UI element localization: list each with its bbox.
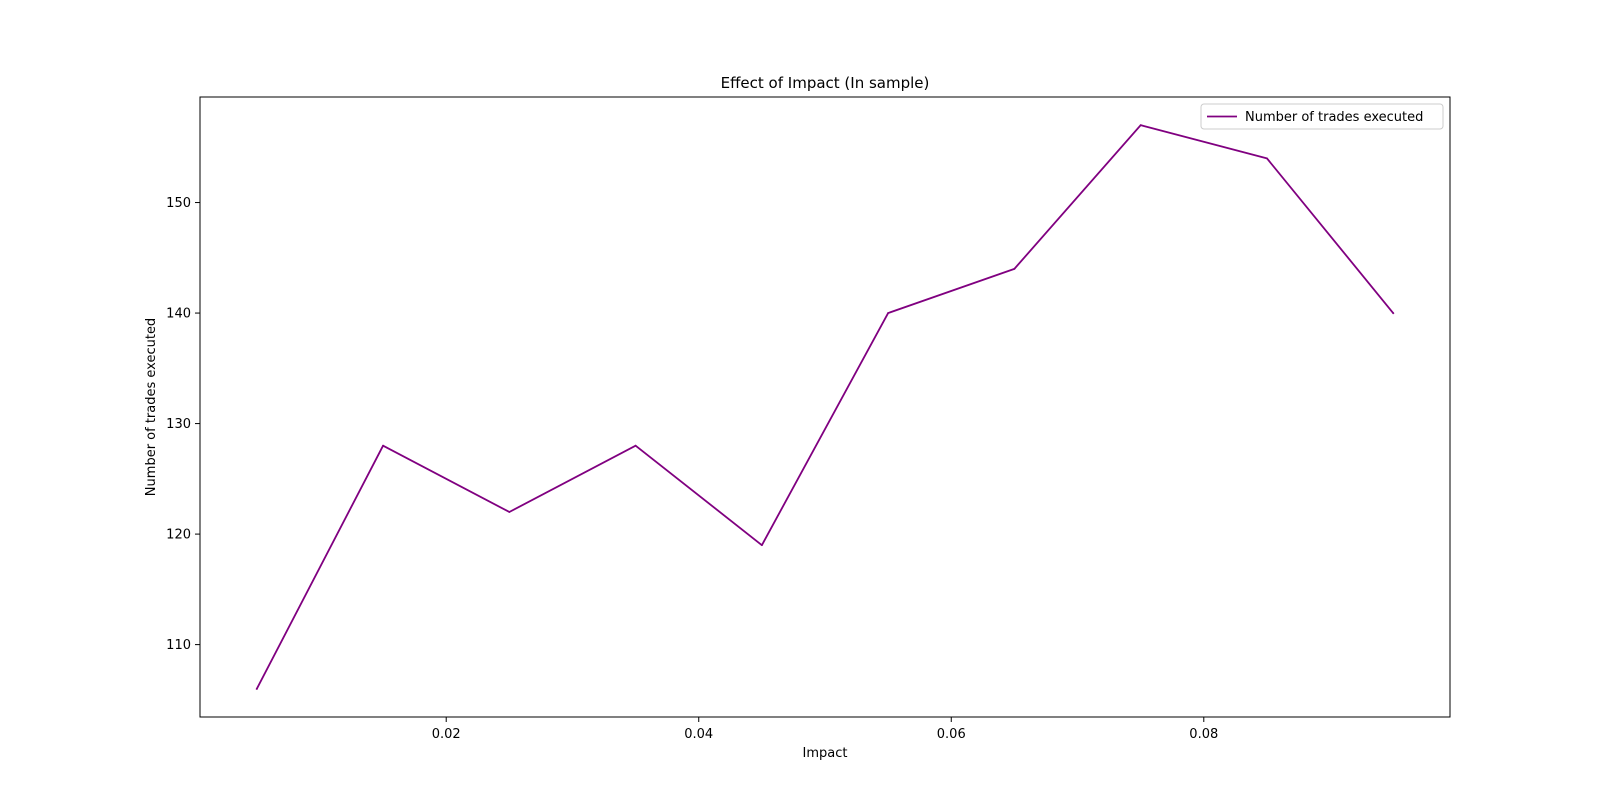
data-point <box>1139 124 1142 127</box>
data-point <box>255 687 258 690</box>
y-tick-label: 150 <box>166 196 191 211</box>
legend: Number of trades executed <box>1200 103 1444 130</box>
data-point <box>634 444 637 447</box>
series-layer <box>255 124 1395 691</box>
x-tick-label: 0.06 <box>937 727 966 742</box>
legend-label: Number of trades executed <box>1245 110 1423 125</box>
x-axis-label: Impact <box>803 746 848 761</box>
y-tick-label: 140 <box>166 307 191 322</box>
y-axis-label: Number of trades executed <box>144 318 159 496</box>
x-tick-label: 0.08 <box>1189 727 1218 742</box>
series-line <box>255 124 1395 691</box>
plot-frame <box>199 96 1451 718</box>
chart-title: Effect of Impact (In sample) <box>721 74 930 92</box>
data-point <box>1266 157 1268 160</box>
data-point <box>382 444 384 447</box>
ticks-layer: 0.02 0.04 0.06 0.08 110 120 130 140 150 <box>166 196 1218 742</box>
y-tick-label: 130 <box>166 417 191 432</box>
y-tick-label: 120 <box>166 528 191 543</box>
data-point <box>508 511 511 513</box>
data-point <box>1392 312 1395 314</box>
legend-box <box>1200 103 1444 130</box>
x-tick-label: 0.02 <box>432 727 461 742</box>
data-point <box>887 312 890 314</box>
data-point <box>760 544 763 547</box>
y-tick-label: 110 <box>166 638 191 653</box>
data-point <box>1013 267 1016 270</box>
x-tick-label: 0.04 <box>684 727 713 742</box>
